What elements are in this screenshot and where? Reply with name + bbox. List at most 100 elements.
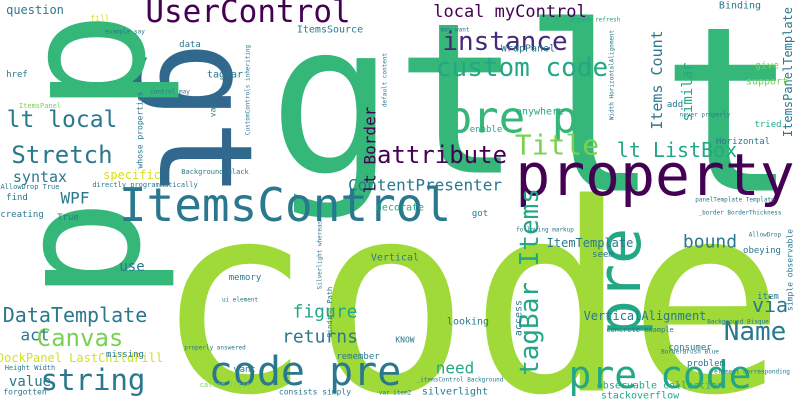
word: figure [292,302,357,323]
word: support [746,77,788,88]
word: gt [129,42,281,199]
word: via [752,293,788,317]
word: lt Border [361,106,380,193]
word: KNOW [395,336,414,345]
word: var [209,103,218,118]
word: find [6,193,28,203]
word: properly answered [184,345,246,352]
word: ItemTemplate [547,236,634,250]
word: consists simply [279,388,351,397]
word: tried [754,120,781,130]
word: attribute [377,141,507,169]
word: string [41,363,146,397]
word: instance [442,27,567,57]
word: got [472,209,488,219]
word: Horizontal [716,137,770,147]
word: ItemsSource [297,25,363,36]
word: directly programmatically [92,181,197,189]
word: remember [336,352,380,362]
word: fill [90,14,109,23]
word: returns [282,327,358,348]
word: href [6,70,28,80]
word: pre p [446,93,578,144]
word: data [179,40,201,50]
word: gt [269,0,522,223]
word: tagBar Items [515,188,545,376]
word: p [0,199,179,301]
word: WrapPanel [501,44,555,55]
word: code pre [209,349,402,395]
word: Background Bisque [707,319,769,326]
word: Stretch [11,141,112,169]
word: need [436,359,475,378]
word: memory [229,273,262,283]
word: specific [103,168,161,182]
word: whose properties [136,91,145,168]
word: want [234,365,256,375]
word: enable [470,125,503,135]
word: UserControl [145,0,350,30]
word: local myControl [433,2,587,22]
word: panelTemplate Template [695,197,775,204]
word: never properly [680,112,731,119]
word: consumer [668,343,712,353]
word: Width HorizontalAlignment [609,29,616,120]
word: CustomControls inheriting [245,44,252,135]
word: BorderBrush Blue [661,349,719,356]
word: _itemsControl Background [417,377,504,384]
word: simple observable [786,229,795,311]
word: Background Black [181,168,249,176]
word: ui element [222,297,259,304]
word: p [0,11,184,113]
word: following markup [516,227,574,234]
word: creating [0,210,43,220]
word: AllowDrop True [0,183,59,191]
word: silverlight [422,387,488,398]
word: lt ListBox [617,138,737,162]
word: Silverlight whereas [317,220,324,289]
word: DockPanel LastChildFill [0,351,163,365]
word: access [514,300,525,336]
word: pre code [568,353,751,397]
word: ItemsPanel [19,102,61,110]
word: Name [724,317,787,347]
word: value [9,374,51,390]
word: Binding [719,1,761,12]
word: item [757,292,779,302]
word: missing [106,350,144,360]
word: Canvas [37,324,124,352]
word: element corresponding [714,369,790,376]
word: may want [441,27,470,34]
word: obeying [743,246,781,256]
word: Vertical [371,253,419,264]
word: anyone refresh [570,17,621,24]
word: use [119,259,144,275]
word: forgotten [3,388,47,397]
word: property [515,141,794,209]
word: var item2 [379,390,412,397]
word: stackoverflow [601,391,680,400]
word: ItemsControl [119,178,451,232]
word: seem [592,250,614,260]
word: similar [680,62,696,121]
word: Items Count [648,30,666,129]
word: add [667,100,683,110]
word: problem [687,359,725,369]
word: VerticalAlignment [584,309,707,323]
word: default content [382,53,389,108]
word: custom code [436,53,608,83]
word: decorate [376,203,424,214]
word: Title [515,129,599,162]
word: ContentPresenter [348,176,502,195]
word: looking [447,317,489,328]
word: example say [105,29,145,36]
word: control may [150,89,190,96]
word: _border BorderThickness [698,210,781,217]
word: code [155,148,786,400]
word: True [57,213,79,223]
word: called Title [200,381,251,389]
word: syntax [13,168,67,186]
word: pre [585,228,655,336]
word: lt local [7,107,118,133]
